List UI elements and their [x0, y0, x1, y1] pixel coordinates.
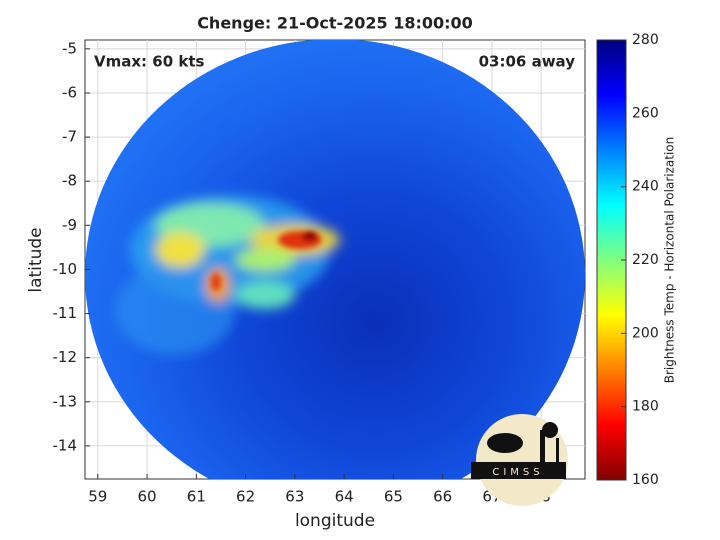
y-tick-label: -13 [53, 392, 78, 410]
x-tick-label: 63 [285, 488, 304, 506]
x-tick-label: 66 [433, 488, 452, 506]
x-tick-label: 59 [88, 488, 107, 506]
colorbar-tick-label: 180 [632, 399, 659, 415]
colorbar-label: Brightness Temp - Horizontal Polarizatio… [663, 137, 677, 384]
logo-text: CIMSS [492, 467, 543, 478]
swath-image [85, 40, 585, 479]
colorbar-tick-label: 260 [632, 105, 659, 121]
y-axis-label: latitude [26, 227, 46, 292]
logo: CIMSS [471, 414, 568, 506]
y-tick-label: -5 [62, 39, 77, 57]
colorbar-tick-label: 220 [632, 252, 659, 268]
chart-title: Chenge: 21-Oct-2025 18:00:00 [197, 14, 473, 33]
colorbar-tick-label: 200 [632, 325, 659, 341]
x-tick-label: 62 [236, 488, 255, 506]
x-tick-label: 65 [384, 488, 403, 506]
x-axis-label: longitude [295, 511, 375, 531]
colorbar-tick-label: 280 [632, 32, 659, 48]
y-tick-label: -8 [62, 172, 77, 190]
x-tick-label: 64 [335, 488, 354, 506]
y-tick-label: -7 [62, 128, 77, 146]
y-tick-label: -12 [53, 348, 78, 366]
y-tick-label: -10 [53, 260, 78, 278]
x-tick-label: 60 [138, 488, 157, 506]
annotation: Vmax: 60 kts [94, 53, 204, 71]
y-tick-label: -6 [62, 83, 77, 101]
y-tick-label: -9 [62, 216, 77, 234]
y-tick-label: -14 [53, 436, 78, 454]
colorbar-tick-label: 240 [632, 179, 659, 195]
x-tick-label: 61 [187, 488, 206, 506]
y-tick-label: -11 [53, 304, 78, 322]
colorbar-tick-label: 160 [632, 472, 659, 488]
annotation: 03:06 away [479, 53, 576, 71]
